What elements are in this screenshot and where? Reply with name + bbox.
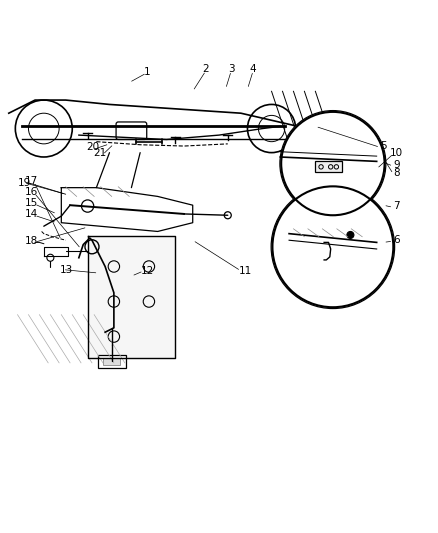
Text: 2: 2 (202, 64, 209, 75)
Text: 15: 15 (25, 198, 38, 208)
Text: 21: 21 (93, 149, 106, 158)
Bar (315, 161, 342, 172)
Circle shape (272, 187, 393, 307)
Text: 20: 20 (86, 142, 99, 152)
Text: 4: 4 (250, 64, 257, 75)
Text: 9: 9 (393, 160, 400, 170)
Text: 7: 7 (393, 201, 400, 211)
Text: 8: 8 (393, 168, 400, 178)
Text: 19: 19 (18, 178, 31, 188)
Text: 14: 14 (25, 209, 38, 219)
Circle shape (347, 231, 354, 238)
Circle shape (281, 112, 385, 215)
Text: 12: 12 (141, 266, 154, 276)
Text: 5: 5 (380, 141, 387, 151)
Text: 13: 13 (60, 264, 73, 274)
Text: 16: 16 (25, 187, 38, 197)
Text: 1: 1 (143, 67, 150, 77)
Text: 18: 18 (25, 236, 38, 246)
Text: 3: 3 (228, 64, 235, 75)
Bar (103, 359, 120, 365)
Text: 10: 10 (390, 148, 403, 158)
Text: 6: 6 (393, 235, 400, 245)
Text: 17: 17 (25, 176, 38, 186)
FancyBboxPatch shape (116, 122, 147, 140)
Text: 11: 11 (239, 266, 252, 276)
FancyBboxPatch shape (98, 356, 126, 368)
